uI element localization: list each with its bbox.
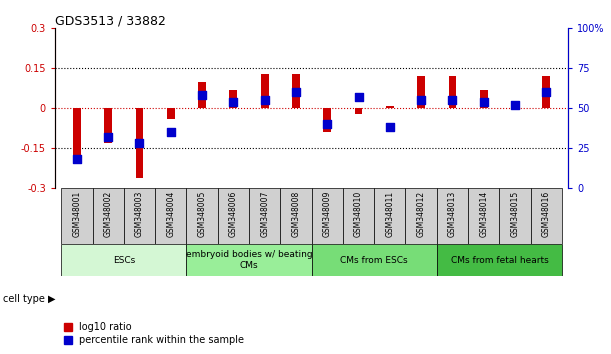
- FancyBboxPatch shape: [61, 244, 186, 276]
- Point: [416, 97, 426, 103]
- Bar: [104, 108, 112, 143]
- Bar: [511, 103, 519, 108]
- Text: GSM348007: GSM348007: [260, 191, 269, 238]
- Point: [354, 94, 364, 100]
- Text: GSM348015: GSM348015: [511, 191, 519, 237]
- Text: GSM348008: GSM348008: [291, 191, 301, 237]
- FancyBboxPatch shape: [61, 188, 92, 244]
- FancyBboxPatch shape: [155, 188, 186, 244]
- Text: GSM348014: GSM348014: [479, 191, 488, 237]
- Point: [323, 121, 332, 127]
- FancyBboxPatch shape: [280, 188, 312, 244]
- Point: [479, 99, 489, 105]
- FancyBboxPatch shape: [312, 188, 343, 244]
- FancyBboxPatch shape: [218, 188, 249, 244]
- Point: [291, 90, 301, 95]
- FancyBboxPatch shape: [186, 244, 312, 276]
- FancyBboxPatch shape: [249, 188, 280, 244]
- FancyBboxPatch shape: [499, 188, 531, 244]
- Bar: [292, 74, 300, 108]
- FancyBboxPatch shape: [92, 188, 124, 244]
- Bar: [261, 74, 269, 108]
- Text: GSM348005: GSM348005: [197, 191, 207, 238]
- FancyBboxPatch shape: [343, 188, 374, 244]
- Text: GSM348011: GSM348011: [386, 191, 394, 237]
- Bar: [354, 108, 362, 114]
- Point: [541, 90, 551, 95]
- Point: [510, 102, 520, 108]
- Point: [229, 99, 238, 105]
- Bar: [323, 108, 331, 132]
- Bar: [543, 76, 551, 108]
- FancyBboxPatch shape: [437, 244, 562, 276]
- FancyBboxPatch shape: [186, 188, 218, 244]
- FancyBboxPatch shape: [406, 188, 437, 244]
- Bar: [386, 105, 393, 108]
- Text: GSM348004: GSM348004: [166, 191, 175, 238]
- Bar: [417, 76, 425, 108]
- Text: GSM348010: GSM348010: [354, 191, 363, 237]
- Point: [72, 156, 82, 162]
- FancyBboxPatch shape: [531, 188, 562, 244]
- Point: [134, 141, 144, 146]
- Text: CMs from fetal hearts: CMs from fetal hearts: [450, 256, 548, 265]
- FancyBboxPatch shape: [374, 188, 406, 244]
- Point: [260, 97, 269, 103]
- Point: [447, 97, 457, 103]
- Text: CMs from ESCs: CMs from ESCs: [340, 256, 408, 265]
- Bar: [448, 76, 456, 108]
- Bar: [230, 90, 237, 108]
- Text: GSM348001: GSM348001: [72, 191, 81, 237]
- Text: GSM348006: GSM348006: [229, 191, 238, 238]
- FancyBboxPatch shape: [312, 244, 437, 276]
- FancyBboxPatch shape: [124, 188, 155, 244]
- Text: embryoid bodies w/ beating
CMs: embryoid bodies w/ beating CMs: [186, 250, 312, 270]
- Bar: [73, 108, 81, 159]
- Text: GSM348002: GSM348002: [104, 191, 112, 237]
- Bar: [136, 108, 144, 178]
- Bar: [198, 82, 206, 108]
- Legend: log10 ratio, percentile rank within the sample: log10 ratio, percentile rank within the …: [60, 319, 248, 349]
- Point: [197, 93, 207, 98]
- Text: GSM348009: GSM348009: [323, 191, 332, 238]
- Text: GSM348012: GSM348012: [417, 191, 426, 237]
- Point: [103, 134, 113, 140]
- Point: [385, 125, 395, 130]
- Bar: [167, 108, 175, 119]
- FancyBboxPatch shape: [468, 188, 499, 244]
- Text: ESCs: ESCs: [112, 256, 135, 265]
- Point: [166, 130, 176, 135]
- FancyBboxPatch shape: [437, 188, 468, 244]
- Text: GSM348013: GSM348013: [448, 191, 457, 237]
- Text: GSM348016: GSM348016: [542, 191, 551, 237]
- Text: cell type ▶: cell type ▶: [3, 294, 56, 304]
- Bar: [480, 90, 488, 108]
- Text: GSM348003: GSM348003: [135, 191, 144, 238]
- Text: GDS3513 / 33882: GDS3513 / 33882: [55, 14, 166, 27]
